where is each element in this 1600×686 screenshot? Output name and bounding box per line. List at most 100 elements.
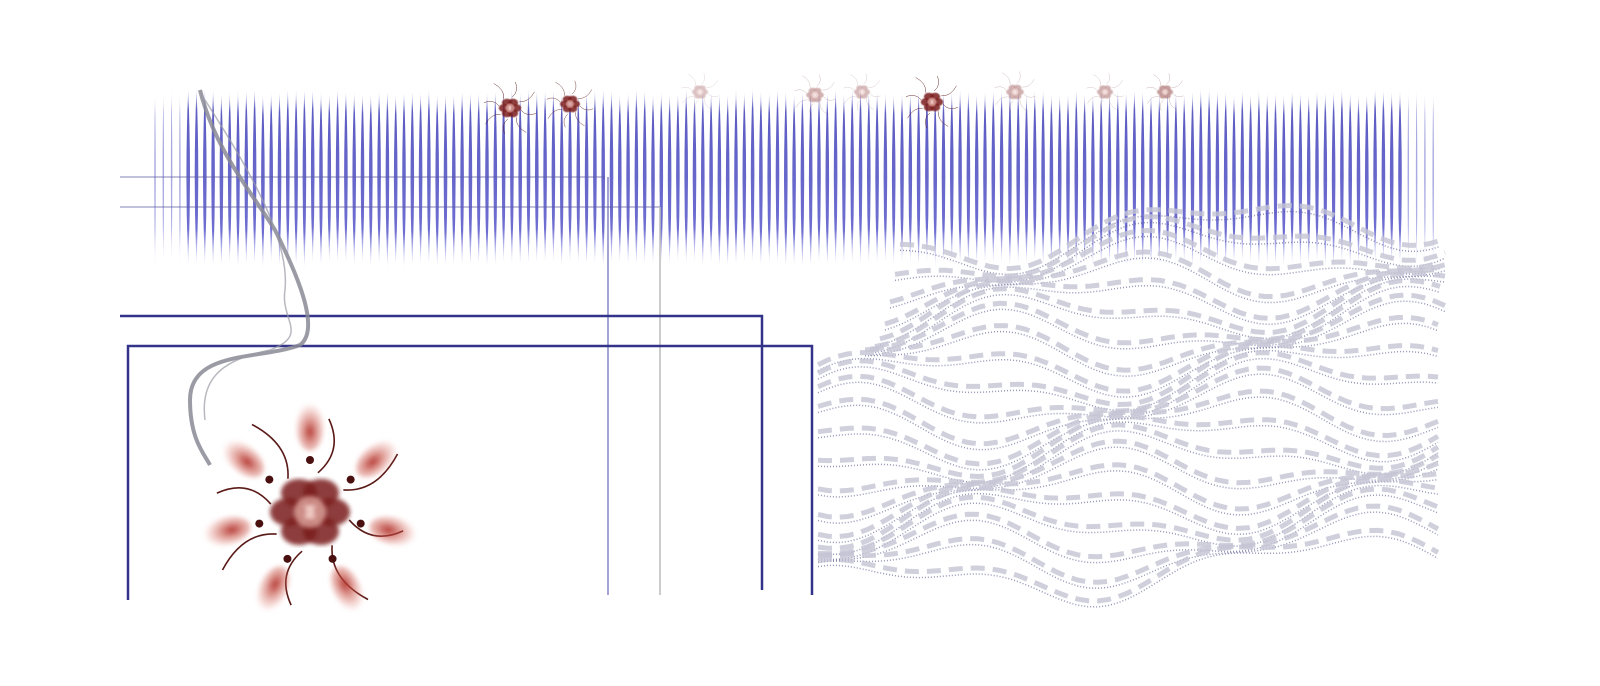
comb-tooth: [651, 93, 655, 264]
tentacle: [1153, 74, 1160, 85]
tentacle: [824, 97, 836, 101]
petal-dot: [265, 476, 273, 484]
comb-tooth: [552, 90, 556, 263]
comb-tooth: [726, 94, 730, 268]
tentacle: [702, 73, 705, 84]
comb-tooth: [684, 88, 688, 264]
comb-tooth: [618, 94, 622, 263]
dash-wave: [818, 463, 1438, 536]
core: [566, 100, 574, 108]
comb-tooth: [992, 90, 996, 264]
comb-tooth: [186, 88, 190, 264]
tentacle: [484, 101, 499, 106]
comb-tooth: [179, 94, 181, 264]
comb-tooth: [1398, 91, 1402, 265]
comb-tooth: [668, 93, 672, 264]
comb-tooth: [568, 89, 572, 264]
comb-tooth: [892, 94, 896, 265]
petal: [324, 561, 370, 616]
tentacle: [1017, 72, 1021, 84]
core: [1011, 88, 1018, 95]
comb-tooth: [245, 90, 249, 266]
comb-tooth: [394, 93, 398, 265]
tentacle: [681, 87, 692, 90]
comb-tooth: [1116, 89, 1120, 268]
comb-tooth: [1307, 93, 1311, 265]
comb-tooth: [1000, 90, 1004, 264]
tentacle: [578, 89, 592, 98]
comb-tooth: [419, 92, 423, 264]
tentacle: [707, 80, 718, 87]
comb-tooth: [850, 89, 854, 264]
comb-tooth: [543, 90, 547, 264]
comb-tooth: [1282, 94, 1286, 267]
comb-tooth: [1124, 91, 1128, 268]
tentacle: [1109, 99, 1116, 110]
comb-tooth: [195, 88, 199, 264]
comb-tooth: [967, 90, 971, 267]
comb-tooth: [1149, 93, 1153, 268]
comb-tooth: [328, 93, 332, 262]
comb-tooth: [933, 94, 937, 267]
comb-tooth: [718, 93, 722, 267]
comb-tooth: [469, 92, 473, 267]
blue-comb: [154, 88, 1434, 268]
comb-tooth: [884, 93, 888, 263]
flower: [201, 403, 420, 616]
petal-dot: [347, 476, 355, 484]
tentacle: [869, 80, 880, 87]
tentacle: [512, 82, 517, 97]
frame-line: [120, 316, 762, 590]
comb-tooth: [361, 93, 365, 263]
comb-tooth: [1141, 90, 1145, 267]
tentacle: [916, 77, 926, 92]
comb-tooth: [842, 93, 846, 265]
comb-tooth: [452, 93, 456, 265]
comb-tooth: [253, 88, 257, 265]
comb-tooth: [610, 90, 614, 265]
comb-tooth: [1166, 90, 1170, 264]
tentacle: [822, 82, 834, 90]
petal: [349, 433, 404, 485]
comb-tooth: [1066, 93, 1070, 267]
comb-tooth: [1332, 90, 1336, 267]
comb-tooth: [303, 89, 307, 268]
comb-tooth: [294, 89, 298, 266]
comb-tooth: [801, 91, 805, 267]
comb-tooth: [1416, 89, 1418, 267]
comb-tooth: [336, 89, 340, 264]
gray-waves: [818, 206, 1445, 607]
comb-tooth: [1199, 88, 1203, 266]
comb-tooth: [809, 92, 813, 267]
petal: [296, 403, 324, 451]
flower: [1146, 73, 1183, 110]
comb-tooth: [676, 92, 680, 262]
comb-tooth: [1408, 91, 1410, 265]
petal-dot: [255, 520, 263, 528]
comb-tooth: [411, 91, 415, 266]
comb-tooth: [477, 92, 481, 265]
comb-tooth: [867, 91, 871, 263]
core: [506, 104, 515, 113]
core: [928, 98, 937, 107]
tentacle: [1167, 73, 1170, 84]
tentacle: [217, 488, 271, 504]
comb-tooth: [925, 89, 929, 262]
tentacle: [1022, 79, 1034, 87]
tentacle: [708, 94, 719, 97]
comb-tooth: [767, 92, 771, 264]
comb-tooth: [1216, 90, 1220, 265]
comb-tooth: [1340, 88, 1344, 262]
comb-tooth: [975, 93, 979, 265]
comb-tooth: [1033, 90, 1037, 262]
comb-tooth: [917, 91, 921, 267]
comb-tooth: [859, 88, 863, 264]
petal-dot: [306, 456, 314, 464]
comb-tooth: [734, 90, 738, 266]
comb-tooth: [1041, 89, 1045, 265]
flower: [906, 76, 958, 128]
comb-tooth: [792, 94, 796, 267]
comb-tooth: [942, 91, 946, 265]
